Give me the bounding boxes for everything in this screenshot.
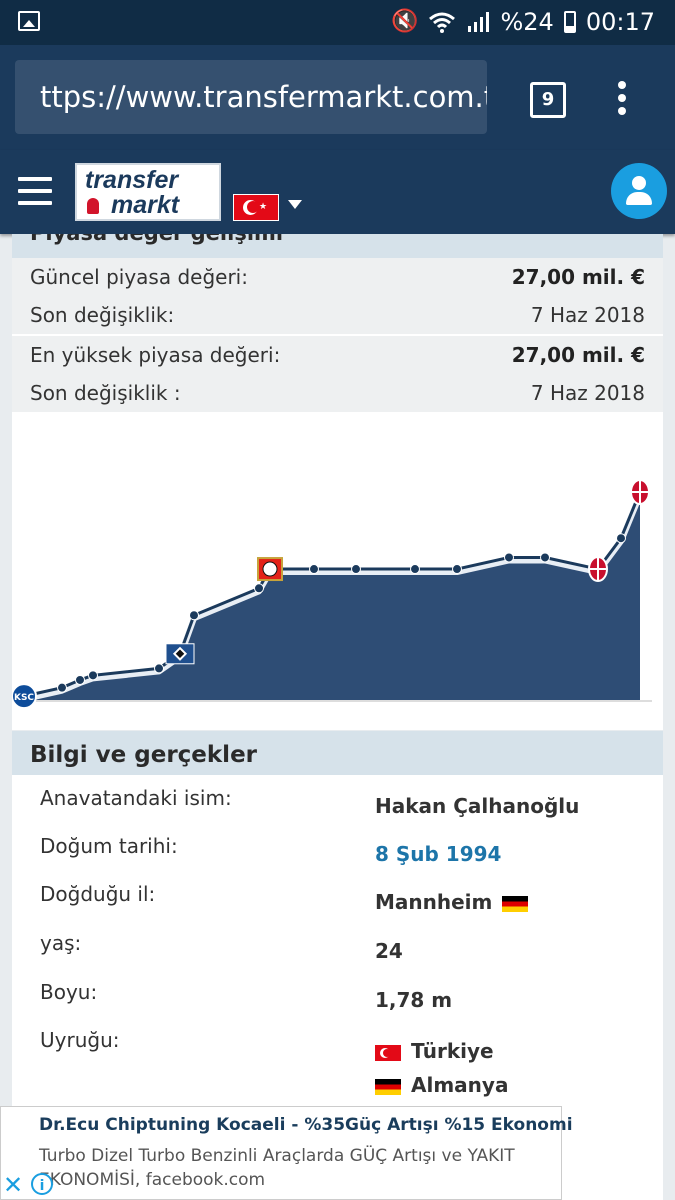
leverkusen-cross bbox=[262, 561, 278, 577]
info-facts-title: Bilgi ve gerçekler bbox=[30, 742, 258, 768]
ksc-crest-label: KSC bbox=[14, 693, 34, 703]
birth-place-label: Doğduğu il: bbox=[40, 882, 156, 906]
birth-place-value: Mannheim bbox=[375, 890, 529, 914]
height-label: Boyu: bbox=[40, 980, 98, 1004]
birth-date-label: Doğum tarihi: bbox=[40, 834, 178, 858]
highest-value: 27,00 mil. € bbox=[511, 343, 645, 367]
logo-player-icon bbox=[87, 198, 99, 214]
user-account-button[interactable] bbox=[611, 163, 667, 219]
chart-area bbox=[24, 492, 640, 700]
gallery-icon bbox=[18, 11, 40, 31]
citizenship-turkey: Türkiye bbox=[375, 1039, 494, 1063]
signal-icon bbox=[468, 12, 490, 32]
nationality-1: Türkiye bbox=[411, 1039, 494, 1063]
wifi-icon bbox=[429, 12, 456, 33]
highest-change-date: 7 Haz 2018 bbox=[530, 381, 645, 405]
germany-flag-icon bbox=[502, 895, 529, 912]
birth-place-text: Mannheim bbox=[375, 890, 493, 914]
data-point bbox=[410, 564, 420, 575]
last-change-date: 7 Haz 2018 bbox=[530, 303, 645, 327]
battery-icon bbox=[563, 11, 576, 33]
data-point bbox=[254, 583, 264, 594]
market-value-panel: Piyasa değer gelişimi Güncel piyasa değe… bbox=[12, 234, 663, 730]
highest-value-label: En yüksek piyasa değeri: bbox=[30, 343, 281, 367]
ad-title[interactable]: Dr.Ecu Chiptuning Kocaeli - %35Güç Artış… bbox=[39, 1115, 573, 1135]
nationality-2: Almanya bbox=[411, 1073, 509, 1097]
status-bar: 🔇 %24 00:17 bbox=[0, 0, 675, 45]
data-point bbox=[88, 670, 98, 681]
age-label: yaş: bbox=[40, 931, 82, 955]
data-point bbox=[189, 610, 199, 621]
current-value-row: Güncel piyasa değeri: 27,00 mil. € bbox=[12, 258, 663, 296]
browser-toolbar: ttps://www.transfermarkt.com.tr 9 bbox=[0, 45, 675, 150]
data-point bbox=[452, 564, 462, 575]
data-point bbox=[309, 564, 319, 575]
current-value-label: Güncel piyasa değeri: bbox=[30, 265, 248, 289]
close-icon[interactable]: ✕ bbox=[3, 1171, 24, 1199]
market-value-chart[interactable]: KSC bbox=[12, 414, 663, 730]
battery-percent: %24 bbox=[500, 8, 554, 36]
data-point bbox=[504, 552, 514, 563]
data-point bbox=[154, 663, 164, 674]
data-point bbox=[75, 674, 85, 685]
citizenship-germany: Almanya bbox=[375, 1073, 508, 1097]
transfermarkt-logo[interactable]: transfer markt bbox=[75, 163, 221, 221]
mute-icon: 🔇 bbox=[391, 9, 419, 34]
data-point bbox=[57, 682, 67, 693]
user-icon bbox=[632, 176, 646, 190]
chevron-down-icon[interactable] bbox=[288, 200, 302, 209]
birth-date-link[interactable]: 8 Şub 1994 bbox=[375, 842, 502, 866]
url-field[interactable]: ttps://www.transfermarkt.com.tr bbox=[15, 60, 487, 134]
market-value-title: Piyasa değer gelişimi bbox=[30, 234, 283, 245]
browser-menu-icon[interactable] bbox=[614, 81, 630, 117]
citizenship-label: Uyruğu: bbox=[40, 1028, 120, 1052]
ad-text[interactable]: Turbo Dizel Turbo Benzinli Araçlarda GÜÇ… bbox=[39, 1146, 515, 1190]
current-value: 27,00 mil. € bbox=[511, 265, 645, 289]
hamburger-menu-icon[interactable] bbox=[18, 177, 52, 207]
market-value-header: Piyasa değer gelişimi bbox=[12, 234, 663, 258]
ksc-crest-icon bbox=[12, 683, 37, 710]
turkey-flag-icon[interactable]: ★ bbox=[233, 194, 279, 221]
turkey-flag-icon bbox=[375, 1044, 401, 1061]
data-point bbox=[540, 552, 550, 563]
highest-change-label: Son değişiklik : bbox=[30, 381, 181, 405]
logo-line2: markt bbox=[111, 191, 180, 219]
age-value: 24 bbox=[375, 939, 403, 963]
site-header: transfer markt ★ bbox=[0, 150, 675, 234]
data-point bbox=[351, 564, 361, 575]
height-value: 1,78 m bbox=[375, 988, 453, 1012]
logo-line1: transfer bbox=[85, 166, 179, 194]
tab-switcher-button[interactable]: 9 bbox=[530, 82, 566, 118]
info-facts-header: Bilgi ve gerçekler bbox=[12, 731, 663, 775]
last-change-label: Son değişiklik: bbox=[30, 303, 175, 327]
native-name-value: Hakan Çalhanoğlu bbox=[375, 794, 580, 818]
info-icon[interactable]: i bbox=[31, 1173, 53, 1195]
ad-banner[interactable]: Dr.Ecu Chiptuning Kocaeli - %35Güç Artış… bbox=[0, 1106, 573, 1200]
data-point bbox=[616, 533, 626, 544]
native-name-label: Anavatandaki isim: bbox=[40, 786, 232, 810]
clock: 00:17 bbox=[585, 8, 655, 36]
germany-flag-icon bbox=[375, 1078, 401, 1095]
last-change-row: Son değişiklik: 7 Haz 2018 bbox=[12, 296, 663, 334]
highest-value-row: En yüksek piyasa değeri: 27,00 mil. € bbox=[12, 336, 663, 374]
highest-change-row: Son değişiklik : 7 Haz 2018 bbox=[12, 374, 663, 412]
